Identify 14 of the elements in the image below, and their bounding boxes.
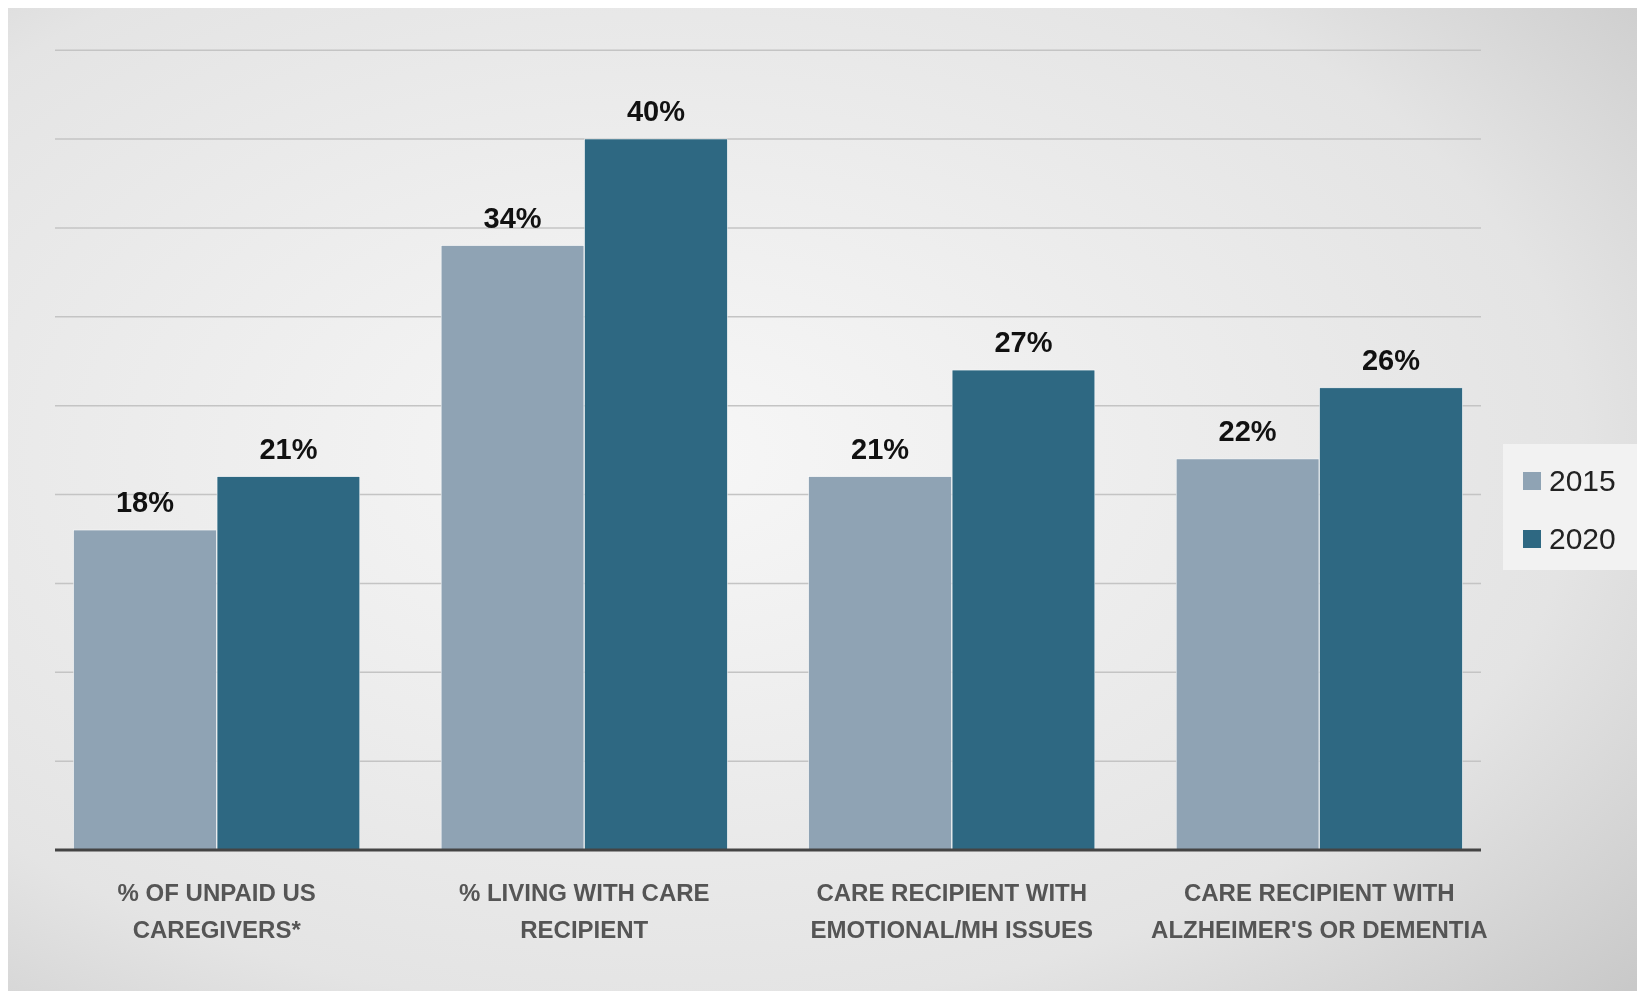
x-tick-label: % OF UNPAID US CAREGIVERS* bbox=[117, 879, 316, 943]
data-label: 21% bbox=[259, 432, 318, 465]
data-label: 34% bbox=[483, 201, 542, 234]
text: 2020 bbox=[1549, 522, 1616, 555]
data-label: 40% bbox=[626, 95, 686, 127]
x-tick-label: CARE RECIPIENT WITH ALZHEIMER'S OR DEMENTIA bbox=[1151, 879, 1488, 943]
x-tick-label: % LIVING WITH CARE RECIPIENT bbox=[458, 879, 710, 943]
data-label: 27% bbox=[994, 326, 1053, 359]
x-tick-label: CARE RECIPIENT WITH EMOTIONAL/MH ISSUES bbox=[810, 879, 1094, 943]
data-label: 21% bbox=[851, 432, 910, 465]
data-label: 22% bbox=[1218, 414, 1277, 447]
legend-label: 2015 bbox=[1549, 464, 1616, 497]
data-label: 26% bbox=[1361, 343, 1421, 376]
data-label: 18% bbox=[115, 486, 175, 519]
